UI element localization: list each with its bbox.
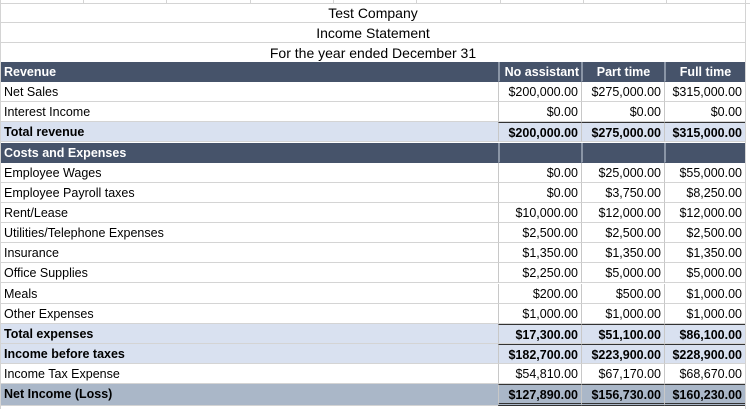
cell[interactable]: $2,500.00 <box>581 223 664 243</box>
cell[interactable]: $51,100.00 <box>581 324 664 344</box>
cell[interactable]: $12,000.00 <box>664 203 745 223</box>
cell[interactable]: $5,000.00 <box>664 263 745 283</box>
table-row: Meals $200.00 $500.00 $1,000.00 <box>1 284 745 304</box>
cell[interactable]: $223,900.00 <box>581 344 664 364</box>
cell[interactable]: $1,000.00 <box>664 304 745 324</box>
cell[interactable]: $10,000.00 <box>498 203 581 223</box>
expenses-section-label[interactable]: Costs and Expenses <box>1 143 498 163</box>
table-row: Insurance $1,350.00 $1,350.00 $1,350.00 <box>1 243 745 263</box>
cell[interactable]: $200.00 <box>498 284 581 304</box>
cell[interactable]: $156,730.00 <box>581 384 664 406</box>
table-row: Other Expenses $1,000.00 $1,000.00 $1,00… <box>1 304 745 324</box>
cell[interactable]: $1,000.00 <box>581 304 664 324</box>
cell[interactable]: $160,230.00 <box>664 384 745 406</box>
cell[interactable]: $0.00 <box>498 163 581 183</box>
revenue-section-label[interactable]: Revenue <box>1 62 498 82</box>
row-label[interactable]: Meals <box>1 284 498 304</box>
row-label[interactable]: Employee Wages <box>1 163 498 183</box>
cell[interactable]: $54,810.00 <box>498 364 581 384</box>
row-label[interactable]: Employee Payroll taxes <box>1 183 498 203</box>
cell[interactable]: $55,000.00 <box>664 163 745 183</box>
table-row: Employee Payroll taxes $0.00 $3,750.00 $… <box>1 183 745 203</box>
cell[interactable]: $127,890.00 <box>498 384 581 406</box>
row-label[interactable]: Income Tax Expense <box>1 364 498 384</box>
cell[interactable]: $182,700.00 <box>498 344 581 364</box>
cell[interactable]: $1,000.00 <box>498 304 581 324</box>
cell[interactable]: $1,350.00 <box>498 243 581 263</box>
row-label[interactable]: Other Expenses <box>1 304 498 324</box>
cell[interactable]: $2,250.00 <box>498 263 581 283</box>
cell[interactable]: $500.00 <box>581 284 664 304</box>
cell[interactable]: $67,170.00 <box>581 364 664 384</box>
total-expenses-row: Total expenses $17,300.00 $51,100.00 $86… <box>1 324 745 344</box>
cell[interactable]: $25,000.00 <box>581 163 664 183</box>
cell[interactable]: $17,300.00 <box>498 324 581 344</box>
column-header-part-time[interactable]: Part time <box>581 62 664 82</box>
expenses-header-row: Costs and Expenses <box>1 143 745 163</box>
cell[interactable]: $200,000.00 <box>498 122 581 142</box>
cell[interactable]: $315,000.00 <box>664 82 745 102</box>
cell[interactable]: $5,000.00 <box>581 263 664 283</box>
cell[interactable]: $315,000.00 <box>664 122 745 142</box>
cell[interactable]: $0.00 <box>581 102 664 122</box>
cell[interactable]: $228,900.00 <box>664 344 745 364</box>
row-label[interactable]: Interest Income <box>1 102 498 122</box>
row-label[interactable]: Income before taxes <box>1 344 498 364</box>
cell[interactable]: $0.00 <box>498 102 581 122</box>
column-header-no-assistant[interactable]: No assistant <box>498 62 581 82</box>
cell[interactable]: $8,250.00 <box>664 183 745 203</box>
cell[interactable]: $1,350.00 <box>664 243 745 263</box>
table-row: Interest Income $0.00 $0.00 $0.00 <box>1 102 745 122</box>
cell[interactable]: $0.00 <box>498 183 581 203</box>
cell[interactable]: $3,750.00 <box>581 183 664 203</box>
table-row: Net Sales $200,000.00 $275,000.00 $315,0… <box>1 82 745 102</box>
row-label[interactable]: Office Supplies <box>1 263 498 283</box>
cell[interactable]: $1,350.00 <box>581 243 664 263</box>
cell[interactable]: $1,000.00 <box>664 284 745 304</box>
row-label[interactable]: Utilities/Telephone Expenses <box>1 223 498 243</box>
cell[interactable]: $12,000.00 <box>581 203 664 223</box>
cell[interactable] <box>498 143 581 163</box>
company-title[interactable]: Test Company <box>1 3 745 23</box>
row-label[interactable]: Rent/Lease <box>1 203 498 223</box>
table-row: Office Supplies $2,250.00 $5,000.00 $5,0… <box>1 263 745 283</box>
cell[interactable]: $2,500.00 <box>664 223 745 243</box>
income-tax-row: Income Tax Expense $54,810.00 $67,170.00… <box>1 364 745 384</box>
row-label[interactable]: Total revenue <box>1 122 498 142</box>
cell[interactable]: $275,000.00 <box>581 122 664 142</box>
statement-title[interactable]: Income Statement <box>1 23 745 43</box>
table-row: Employee Wages $0.00 $25,000.00 $55,000.… <box>1 163 745 183</box>
period-title[interactable]: For the year ended December 31 <box>1 43 745 63</box>
row-label[interactable]: Insurance <box>1 243 498 263</box>
cell[interactable]: $2,500.00 <box>498 223 581 243</box>
total-revenue-row: Total revenue $200,000.00 $275,000.00 $3… <box>1 122 745 142</box>
grid-top <box>0 0 750 4</box>
table-row: Rent/Lease $10,000.00 $12,000.00 $12,000… <box>1 203 745 223</box>
cell[interactable]: $200,000.00 <box>498 82 581 102</box>
row-label[interactable]: Net Sales <box>1 82 498 102</box>
row-label[interactable]: Net Income (Loss) <box>1 384 498 406</box>
revenue-header-row: Revenue No assistant Part time Full time <box>1 62 745 82</box>
income-before-taxes-row: Income before taxes $182,700.00 $223,900… <box>1 344 745 364</box>
net-income-row: Net Income (Loss) $127,890.00 $156,730.0… <box>1 384 745 406</box>
cell[interactable]: $86,100.00 <box>664 324 745 344</box>
cell[interactable] <box>664 143 745 163</box>
column-header-full-time[interactable]: Full time <box>664 62 745 82</box>
cell[interactable] <box>581 143 664 163</box>
table-row: Utilities/Telephone Expenses $2,500.00 $… <box>1 223 745 243</box>
cell[interactable]: $275,000.00 <box>581 82 664 102</box>
cell[interactable]: $68,670.00 <box>664 364 745 384</box>
row-label[interactable]: Total expenses <box>1 324 498 344</box>
cell[interactable]: $0.00 <box>664 102 745 122</box>
